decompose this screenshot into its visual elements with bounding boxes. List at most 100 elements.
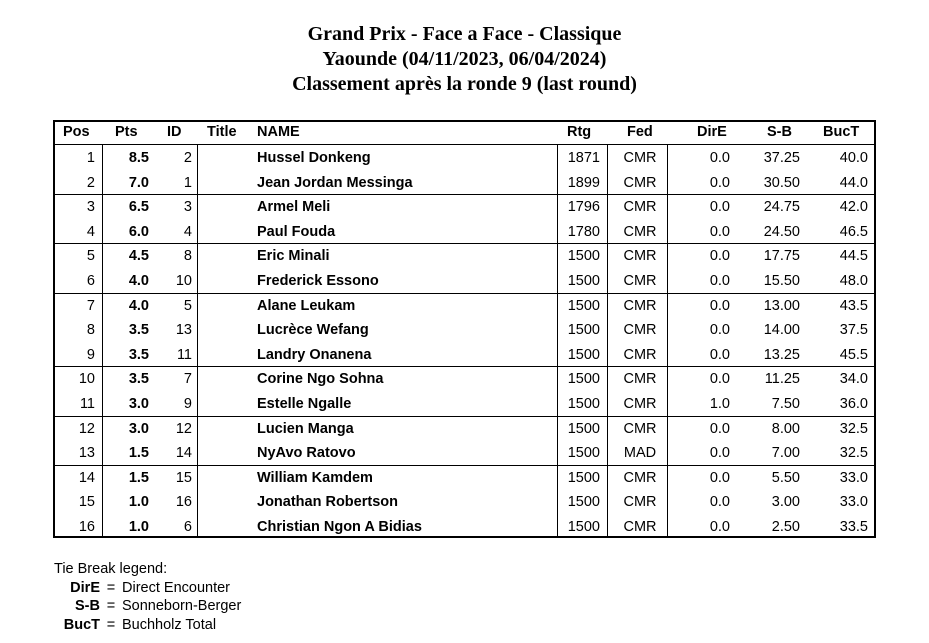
cell-name: Frederick Essono	[257, 273, 379, 289]
cell-dire: 0.0	[709, 199, 730, 216]
cell-name: Christian Ngon A Bidias	[257, 519, 422, 535]
cell-pos: 13	[78, 445, 95, 462]
cell-dire: 0.0	[709, 371, 730, 388]
group-divider	[55, 243, 874, 245]
cell-pos: 12	[78, 420, 95, 437]
cell-buct: 48.0	[839, 273, 868, 289]
legend-abbr: BucT	[63, 616, 100, 633]
cell-title	[207, 195, 247, 220]
cell-rtg: 1500	[567, 371, 600, 388]
header-title: Title	[207, 124, 237, 140]
cell-sb: 13.25	[763, 346, 800, 363]
table-row: 1 8.5 2 Hussel Donkeng 1871 CMR 0.0 37.25 40.0	[55, 146, 874, 171]
cell-name: Landry Onanena	[257, 346, 372, 363]
cell-buct: 43.5	[839, 297, 868, 314]
cell-dire: 0.0	[709, 445, 730, 462]
group-divider	[55, 464, 874, 466]
cell-sb: 2.50	[771, 519, 800, 535]
tie-break-legend: Tie Break legend: DirE = Direct Encounter …	[54, 560, 241, 634]
cell-rtg: 1500	[567, 322, 600, 339]
cell-fed: CMR	[623, 322, 657, 339]
header-pos: Pos	[63, 124, 90, 140]
cell-id: 15	[175, 469, 192, 486]
cell-id: 4	[183, 223, 192, 240]
cell-title	[207, 490, 247, 515]
cell-dire: 0.0	[709, 322, 730, 339]
cell-id: 13	[175, 322, 192, 339]
cell-rtg: 1500	[567, 297, 600, 314]
cell-id: 14	[175, 445, 192, 462]
cell-id: 16	[175, 494, 192, 511]
cell-pts: 1.5	[128, 469, 149, 486]
cell-title	[207, 269, 247, 294]
cell-dire: 0.0	[709, 420, 730, 437]
cell-title	[207, 441, 247, 466]
cell-dire: 0.0	[709, 519, 730, 535]
cell-dire: 0.0	[709, 273, 730, 289]
cell-pos: 9	[86, 346, 95, 363]
cell-sb: 24.50	[763, 223, 800, 240]
cell-sb: 30.50	[763, 174, 800, 191]
cell-fed: CMR	[623, 223, 657, 240]
cell-name: Lucrèce Wefang	[257, 322, 369, 339]
cell-rtg: 1500	[567, 396, 600, 412]
cell-buct: 33.0	[839, 494, 868, 511]
table-row: 16 1.0 6 Christian Ngon A Bidias 1500 CMR 0.0 2…	[55, 515, 874, 540]
header-id: ID	[167, 124, 182, 140]
cell-fed: CMR	[623, 469, 657, 486]
column-divider	[607, 145, 608, 536]
cell-sb: 11.25	[764, 371, 800, 388]
cell-pos: 16	[78, 519, 95, 535]
cell-dire: 0.0	[709, 346, 730, 363]
table-row: 10 3.5 7 Corine Ngo Sohna 1500 CMR 0.0 11.25 34.…	[55, 367, 874, 392]
cell-name: Lucien Manga	[257, 420, 354, 437]
cell-title	[207, 171, 247, 196]
header-sb: S-B	[767, 124, 792, 140]
cell-name: Hussel Donkeng	[257, 150, 371, 166]
cell-sb: 24.75	[763, 199, 800, 216]
cell-title	[207, 294, 247, 319]
cell-fed: CMR	[623, 519, 657, 535]
cell-sb: 37.25	[763, 150, 800, 166]
group-divider	[55, 194, 874, 196]
cell-sb: 8.00	[771, 420, 800, 437]
cell-name: Jean Jordan Messinga	[257, 174, 413, 191]
cell-buct: 32.5	[839, 420, 868, 437]
cell-name: Estelle Ngalle	[257, 396, 352, 412]
header-fed: Fed	[627, 124, 653, 140]
cell-sb: 14.00	[763, 322, 800, 339]
report-title: Grand Prix - Face a Face - Classique Yao…	[0, 22, 929, 97]
cell-fed: CMR	[623, 297, 657, 314]
table-row: 14 1.5 15 William Kamdem 1500 CMR 0.0 5.50 33.0	[55, 466, 874, 491]
cell-id: 8	[183, 248, 192, 265]
legend-description: Direct Encounter	[122, 579, 230, 596]
cell-buct: 45.5	[839, 346, 868, 363]
cell-buct: 34.0	[839, 371, 868, 388]
cell-dire: 0.0	[709, 469, 730, 486]
legend-description: Sonneborn-Berger	[122, 598, 242, 614]
cell-id: 6	[183, 519, 192, 535]
cell-rtg: 1500	[567, 494, 600, 511]
legend-heading: Tie Break legend:	[54, 561, 168, 577]
cell-dire: 1.0	[709, 396, 730, 412]
cell-rtg: 1500	[567, 420, 600, 437]
cell-pts: 3.5	[128, 371, 149, 388]
cell-title	[207, 466, 247, 491]
cell-buct: 33.5	[839, 519, 868, 535]
cell-sb: 15.50	[763, 273, 800, 289]
cell-dire: 0.0	[709, 223, 730, 240]
cell-rtg: 1500	[567, 519, 600, 535]
cell-pts: 3.5	[128, 346, 149, 363]
cell-title	[207, 146, 247, 171]
table-row: 7 4.0 5 Alane Leukam 1500 CMR 0.0 13.00 43.5	[55, 294, 874, 319]
cell-pos: 1	[86, 150, 95, 166]
table-row: 5 4.5 8 Eric Minali 1500 CMR 0.0 17.75 44.5	[55, 244, 874, 269]
cell-name: NyAvo Ratovo	[257, 445, 356, 462]
cell-name: Eric Minali	[257, 248, 330, 265]
header-name: NAME	[257, 124, 300, 140]
cell-buct: 44.0	[839, 174, 868, 191]
cell-id: 5	[183, 297, 192, 314]
group-divider	[55, 366, 874, 368]
title-line-3: Classement après la ronde 9 (last round)	[292, 73, 637, 95]
cell-buct: 40.0	[839, 150, 868, 166]
